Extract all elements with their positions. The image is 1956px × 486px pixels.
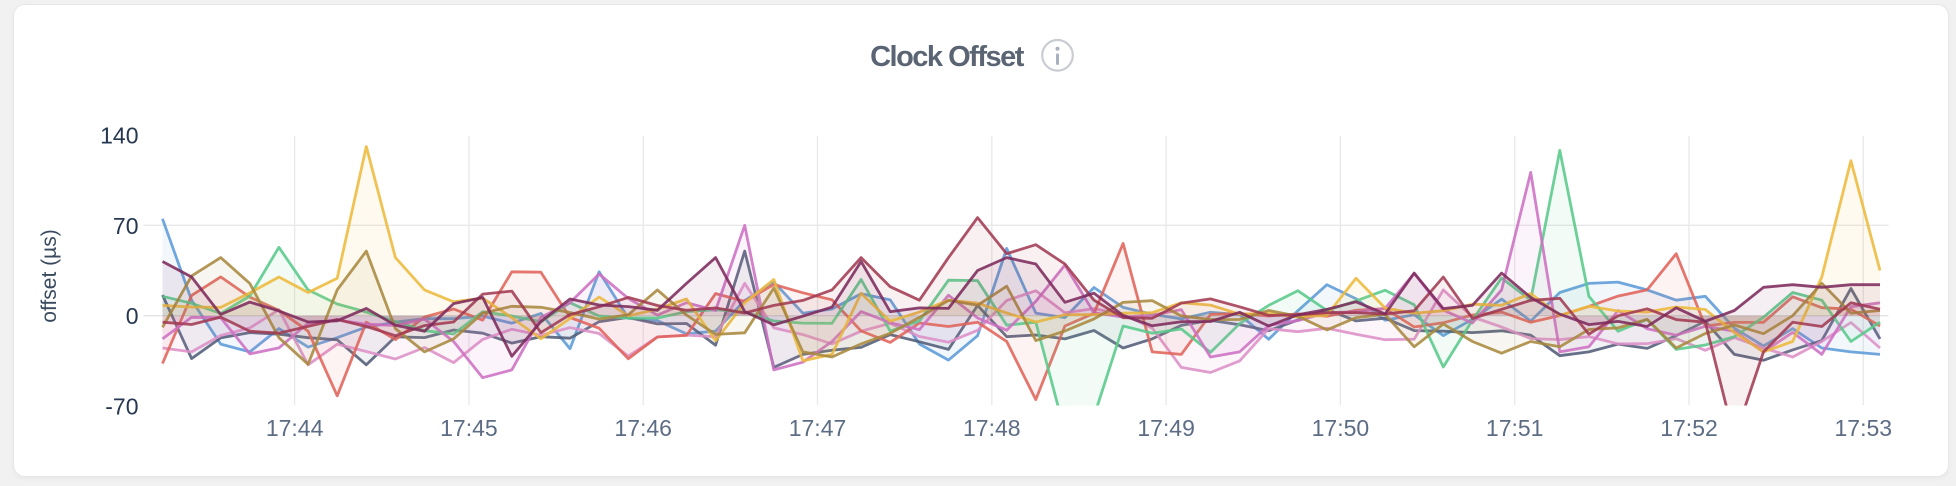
- svg-text:17:45: 17:45: [440, 415, 498, 441]
- svg-text:0: 0: [126, 303, 139, 329]
- svg-text:140: 140: [100, 122, 138, 148]
- svg-text:17:49: 17:49: [1137, 415, 1195, 441]
- svg-text:17:52: 17:52: [1660, 415, 1718, 441]
- svg-text:-70: -70: [105, 394, 138, 420]
- svg-text:17:47: 17:47: [789, 415, 847, 441]
- svg-text:Clock Offset: Clock Offset: [870, 41, 1025, 73]
- svg-text:17:51: 17:51: [1486, 415, 1544, 441]
- svg-text:offset (µs): offset (µs): [38, 229, 61, 322]
- svg-text:17:44: 17:44: [266, 415, 324, 441]
- svg-text:70: 70: [113, 213, 139, 239]
- svg-text:17:48: 17:48: [963, 415, 1021, 441]
- svg-text:17:53: 17:53: [1835, 415, 1893, 441]
- svg-text:17:46: 17:46: [614, 415, 672, 441]
- svg-text:17:50: 17:50: [1312, 415, 1370, 441]
